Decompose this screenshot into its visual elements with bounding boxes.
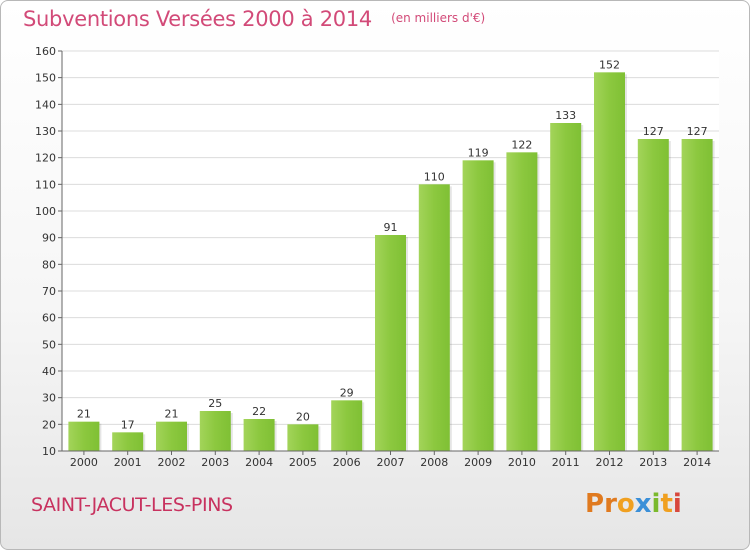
x-tick-label-2009: 2009 bbox=[464, 456, 492, 469]
y-tick-label: 60 bbox=[42, 312, 56, 325]
data-label-2008: 110 bbox=[424, 170, 445, 183]
x-tick-label-2014: 2014 bbox=[683, 456, 711, 469]
x-tick-label-2008: 2008 bbox=[420, 456, 448, 469]
y-tick-label: 140 bbox=[35, 98, 56, 111]
data-labels: 21 17 21 25 22 20 29 91 110 119 122 133 152 127 127 bbox=[77, 58, 708, 431]
x-tick-label-2011: 2011 bbox=[552, 456, 580, 469]
data-label-2012: 152 bbox=[599, 58, 620, 71]
logo-letter: o bbox=[616, 489, 635, 519]
y-tick-label: 10 bbox=[42, 445, 56, 458]
y-tick-label: 30 bbox=[42, 392, 56, 405]
data-label-2014: 127 bbox=[687, 125, 708, 138]
data-label-2003: 25 bbox=[208, 397, 222, 410]
bar-2011 bbox=[550, 123, 582, 451]
bar-2012 bbox=[594, 72, 625, 451]
bar-2009 bbox=[462, 160, 494, 452]
data-label-2013: 127 bbox=[643, 125, 664, 138]
x-tick-label-2002: 2002 bbox=[158, 456, 186, 469]
logo-letter: r bbox=[604, 489, 617, 519]
logo-letter: x bbox=[634, 489, 652, 519]
chart-title: Subventions Versées 2000 à 2014 bbox=[23, 7, 372, 31]
bar-2006 bbox=[331, 400, 363, 451]
commune-name: SAINT-JACUT-LES-PINS bbox=[31, 494, 233, 516]
bars bbox=[68, 72, 715, 452]
bar-2000 bbox=[68, 421, 100, 451]
y-tick-label: 70 bbox=[42, 285, 56, 298]
data-label-2011: 133 bbox=[555, 109, 576, 122]
data-label-2002: 21 bbox=[165, 408, 179, 421]
y-tick-label: 40 bbox=[42, 365, 56, 378]
bar-2010 bbox=[506, 152, 538, 452]
bar-2004 bbox=[243, 419, 275, 451]
bar-2008 bbox=[418, 184, 450, 452]
x-tick-label-2005: 2005 bbox=[289, 456, 317, 469]
data-label-2009: 119 bbox=[468, 146, 489, 159]
logo-letter: i bbox=[672, 489, 682, 519]
y-tick-label: 150 bbox=[35, 72, 56, 85]
bar-2007 bbox=[375, 235, 406, 451]
bar-2001 bbox=[112, 432, 144, 451]
chart-subtitle: (en milliers d'€) bbox=[391, 11, 486, 25]
x-tick-label-2001: 2001 bbox=[114, 456, 142, 469]
bar-2014 bbox=[681, 139, 713, 451]
y-tick-label: 120 bbox=[35, 152, 56, 165]
data-label-2004: 22 bbox=[252, 405, 266, 418]
data-label-2000: 21 bbox=[77, 408, 91, 421]
data-label-2007: 91 bbox=[384, 221, 398, 234]
data-label-2001: 17 bbox=[121, 418, 135, 431]
x-tick-label-2003: 2003 bbox=[201, 456, 229, 469]
y-tick-label: 160 bbox=[35, 45, 56, 58]
title-row: Subventions Versées 2000 à 2014 (en mill… bbox=[23, 7, 485, 31]
logo-letter: P bbox=[585, 489, 605, 519]
x-tick-label-2010: 2010 bbox=[508, 456, 536, 469]
y-tick-label: 50 bbox=[42, 338, 56, 351]
logo-letter: i bbox=[651, 489, 661, 519]
axes: 10 20 30 40 50 60 70 80 90 100 110 120 130 140 150 160 2… bbox=[35, 45, 719, 469]
x-tick-label-2004: 2004 bbox=[245, 456, 273, 469]
y-tick-label: 130 bbox=[35, 125, 56, 138]
y-tick-label: 80 bbox=[42, 258, 56, 271]
y-tick-label: 110 bbox=[35, 178, 56, 191]
x-tick-label-2012: 2012 bbox=[596, 456, 624, 469]
bar-2013 bbox=[637, 139, 669, 451]
y-tick-label: 90 bbox=[42, 232, 56, 245]
bar-2002 bbox=[156, 421, 187, 451]
x-tick-label-2006: 2006 bbox=[333, 456, 361, 469]
bar-2003 bbox=[199, 411, 231, 451]
proxiti-logo: Proxiti bbox=[585, 489, 682, 519]
y-tick-label: 20 bbox=[42, 418, 56, 431]
x-tick-label-2013: 2013 bbox=[639, 456, 667, 469]
y-tick-label: 100 bbox=[35, 205, 56, 218]
data-label-2005: 20 bbox=[296, 410, 310, 423]
data-label-2006: 29 bbox=[340, 386, 354, 399]
bar-2005 bbox=[287, 424, 319, 451]
logo-letter: t bbox=[660, 489, 673, 519]
data-label-2010: 122 bbox=[511, 138, 532, 151]
x-tick-label-2000: 2000 bbox=[70, 456, 98, 469]
x-tick-label-2007: 2007 bbox=[377, 456, 405, 469]
